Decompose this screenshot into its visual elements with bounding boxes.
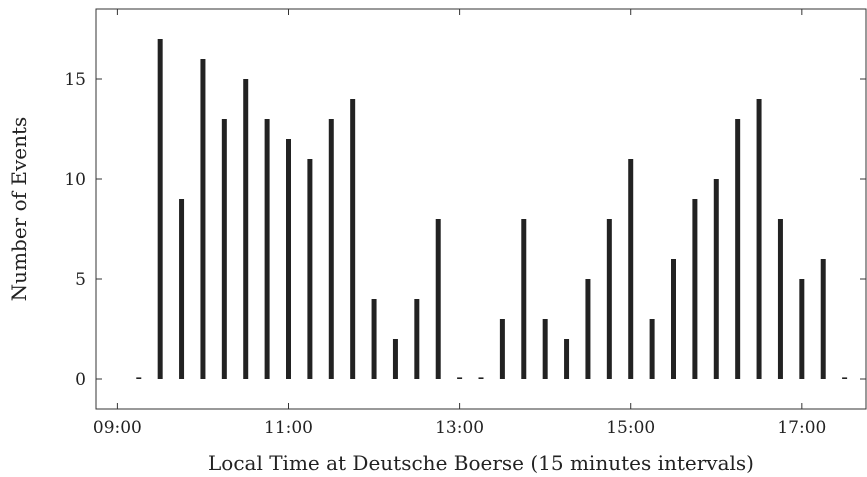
x-axis-label: Local Time at Deutsche Boerse (15 minute… (208, 451, 754, 475)
bar-1715 (820, 259, 826, 379)
bar-1300 (457, 377, 463, 379)
bar-1500 (628, 159, 634, 379)
bar-1145 (350, 99, 356, 379)
bar-1545 (692, 199, 698, 379)
bar-1130 (328, 119, 334, 379)
bar-1600 (713, 179, 719, 379)
bar-1645 (777, 219, 783, 379)
bar-1730 (842, 377, 848, 379)
bars-group (136, 39, 848, 379)
bar-0915 (136, 377, 142, 379)
bar-1245 (435, 219, 441, 379)
bar-1445 (606, 219, 612, 379)
bar-1030 (243, 79, 249, 379)
x-tick-label: 11:00 (264, 418, 313, 438)
y-axis-label: Number of Events (7, 117, 31, 302)
bar-1015 (221, 119, 227, 379)
bar-1630 (756, 99, 762, 379)
bar-1700 (799, 279, 805, 379)
bar-1100 (286, 139, 291, 379)
bar-1045 (264, 119, 270, 379)
axis-ticks-group: 09:00 11:00 13:00 15:00 17:00 0 5 10 15 (64, 9, 866, 438)
bar-0945 (179, 199, 185, 379)
x-tick-label: 15:00 (606, 418, 655, 438)
bar-1215 (392, 339, 398, 379)
x-tick-label: 17:00 (777, 418, 826, 438)
bar-0930 (157, 39, 163, 379)
bar-1000 (200, 59, 206, 379)
plot-frame (95, 8, 867, 410)
bar-1345 (521, 219, 527, 379)
y-tick-label: 0 (75, 370, 86, 390)
y-tick-label: 10 (64, 170, 86, 190)
bar-1515 (649, 319, 655, 379)
bar-1115 (307, 159, 313, 379)
y-tick-label: 15 (64, 70, 86, 90)
bar-1315 (478, 377, 484, 379)
bar-1430 (585, 279, 591, 379)
y-tick-label: 5 (75, 270, 86, 290)
bar-1415 (564, 339, 570, 379)
bar-1615 (735, 119, 741, 379)
bar-1230 (414, 299, 420, 379)
bar-1330 (499, 319, 505, 379)
bar-1530 (671, 259, 676, 379)
bar-1400 (542, 319, 548, 379)
x-tick-label: 09:00 (93, 418, 142, 438)
x-tick-label: 13:00 (435, 418, 484, 438)
bar-1200 (371, 299, 377, 379)
